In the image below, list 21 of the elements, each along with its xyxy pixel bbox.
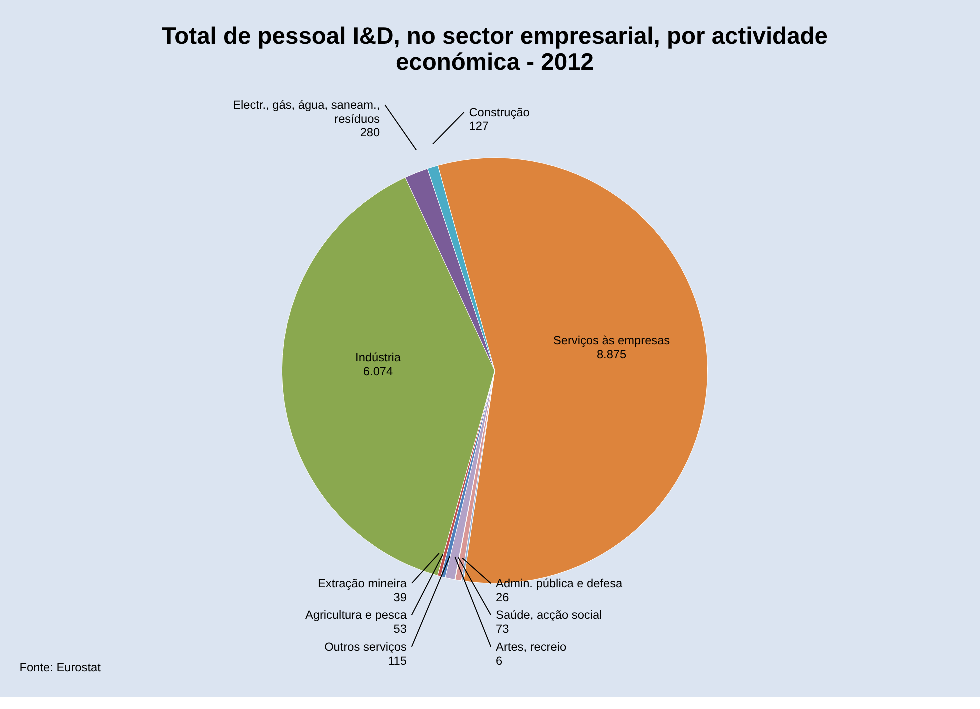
data-label: 26	[496, 590, 510, 604]
slice-label: Outros serviços	[324, 640, 408, 654]
slice-label: Saúde, acção social	[496, 608, 602, 622]
data-label: 115	[388, 654, 408, 668]
data-label: 127	[469, 119, 490, 134]
slice-label: Artes, recreio	[496, 640, 567, 654]
slice-label: Extração mineira	[318, 576, 408, 591]
data-label: 39	[394, 590, 408, 604]
data-label: 53	[394, 622, 408, 636]
slice-label: Construção	[469, 105, 530, 120]
source-note: Fonte: Eurostat	[20, 660, 102, 675]
data-label: 8.875	[596, 348, 628, 362]
slice-label: Agricultura e pesca	[305, 608, 408, 622]
slice-label: Indústria	[356, 350, 402, 364]
data-label: 6.074	[363, 364, 394, 378]
slice-label: Electr., gás, água, saneam., resíduos	[233, 98, 380, 126]
chart-title: Total de pessoal I&D, no sector empresarial, por actividade económica - 2012	[162, 23, 828, 76]
data-label: 280	[360, 126, 381, 140]
data-label: 6	[496, 654, 504, 668]
slice-label: Serviços às empresas	[553, 334, 670, 348]
data-label: 73	[496, 622, 510, 636]
